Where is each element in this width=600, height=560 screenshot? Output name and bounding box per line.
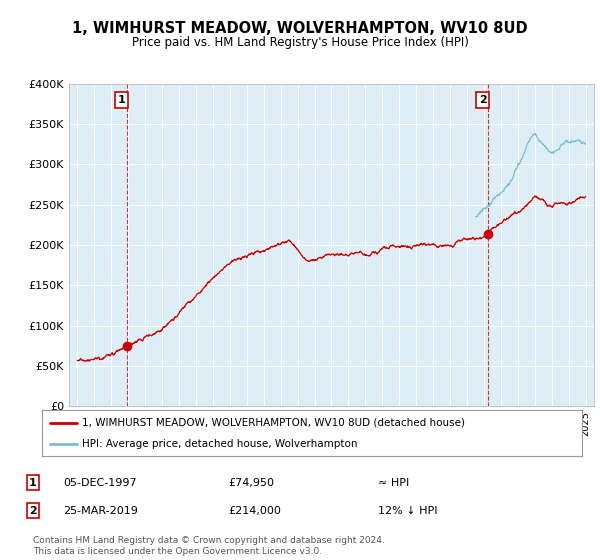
Text: HPI: Average price, detached house, Wolverhampton: HPI: Average price, detached house, Wolv… [83, 439, 358, 449]
Text: ≈ HPI: ≈ HPI [378, 478, 409, 488]
Text: £214,000: £214,000 [228, 506, 281, 516]
Text: 2: 2 [29, 506, 37, 516]
Text: £74,950: £74,950 [228, 478, 274, 488]
Text: Contains HM Land Registry data © Crown copyright and database right 2024.
This d: Contains HM Land Registry data © Crown c… [33, 536, 385, 556]
Text: 05-DEC-1997: 05-DEC-1997 [63, 478, 137, 488]
Text: 12% ↓ HPI: 12% ↓ HPI [378, 506, 437, 516]
Text: 2: 2 [479, 95, 487, 105]
Text: 1, WIMHURST MEADOW, WOLVERHAMPTON, WV10 8UD (detached house): 1, WIMHURST MEADOW, WOLVERHAMPTON, WV10 … [83, 418, 466, 428]
Text: 1: 1 [29, 478, 37, 488]
Text: Price paid vs. HM Land Registry's House Price Index (HPI): Price paid vs. HM Land Registry's House … [131, 36, 469, 49]
Text: 1: 1 [118, 95, 126, 105]
Text: 25-MAR-2019: 25-MAR-2019 [63, 506, 138, 516]
Text: 1, WIMHURST MEADOW, WOLVERHAMPTON, WV10 8UD: 1, WIMHURST MEADOW, WOLVERHAMPTON, WV10 … [72, 21, 528, 36]
